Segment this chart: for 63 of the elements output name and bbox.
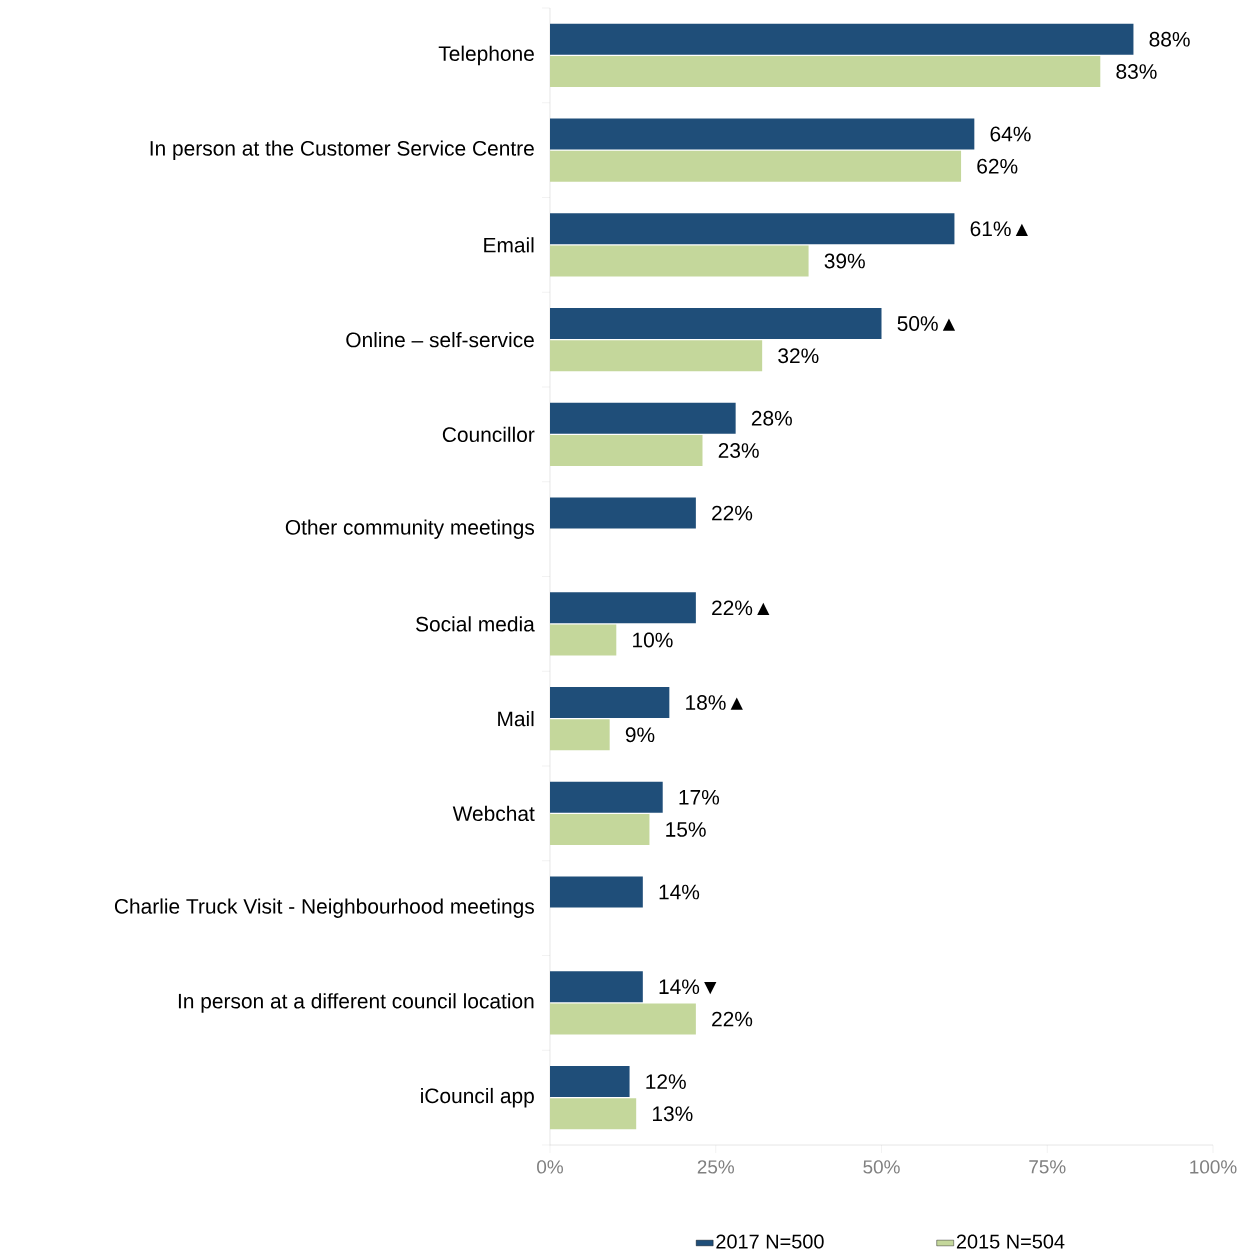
data-label: 9% — [625, 727, 655, 743]
data-label: 88% — [1149, 31, 1190, 47]
bar — [550, 1098, 637, 1130]
data-label: 23% — [718, 443, 759, 458]
bar — [550, 213, 955, 245]
data-label: 14%▼ — [659, 979, 717, 995]
x-tick-label: 50% — [863, 1160, 900, 1174]
bar — [550, 813, 650, 845]
data-label: 14% — [659, 884, 700, 900]
data-label: 62% — [977, 158, 1018, 174]
bar — [550, 971, 643, 1003]
y-tick-label: iCouncil app — [421, 1087, 534, 1108]
y-tick-label: Mail — [498, 710, 534, 727]
bar — [550, 340, 763, 372]
data-label: 64% — [990, 126, 1031, 142]
bar — [550, 402, 736, 434]
x-tick-label: 25% — [697, 1160, 735, 1174]
bar — [550, 308, 882, 340]
data-label: 12% — [646, 1074, 686, 1089]
y-tick-label: Social media — [416, 616, 535, 632]
bar — [550, 245, 809, 277]
data-label: 13% — [652, 1106, 693, 1122]
x-tick-label: 75% — [1029, 1160, 1066, 1174]
data-label: 61%▲ — [970, 221, 1028, 237]
legend-label: 2015 N=504 — [956, 1234, 1065, 1249]
data-label: 10% — [633, 632, 673, 648]
y-tick-label: Online – self-service — [346, 331, 534, 348]
data-label: 39% — [824, 253, 865, 269]
bar — [550, 150, 962, 182]
bar — [550, 23, 1134, 55]
data-label: 17% — [679, 789, 720, 805]
data-label: 22%▲ — [712, 600, 770, 616]
bar — [550, 497, 696, 529]
y-tick-label: Webchat — [452, 805, 535, 822]
bar — [550, 687, 670, 719]
y-tick-label: Email — [484, 237, 534, 253]
data-label: 83% — [1116, 64, 1157, 79]
bar — [550, 592, 696, 624]
bar — [550, 55, 1101, 87]
y-tick-label: Charlie Truck Visit - Neighbourhood meetings — [114, 898, 534, 918]
legend-label: 2017 N=500 — [716, 1234, 824, 1249]
data-label: 18%▲ — [686, 695, 743, 710]
bar — [550, 1003, 696, 1035]
bar — [550, 1066, 630, 1098]
y-tick-label: Councillor — [442, 426, 535, 443]
y-tick-label: In person at the Customer Service Centre — [150, 140, 534, 160]
bar — [550, 719, 610, 751]
data-label: 32% — [778, 348, 819, 364]
x-tick-label: 100% — [1190, 1160, 1237, 1174]
data-label: 50%▲ — [897, 316, 956, 331]
y-tick-label: Other community meetings — [285, 519, 535, 539]
data-label: 28% — [751, 410, 792, 426]
data-label: 15% — [666, 822, 706, 837]
data-label: 22% — [712, 505, 753, 521]
y-tick-label: Telephone — [438, 45, 534, 66]
data-label: 22% — [712, 1011, 753, 1027]
x-tick-label: 0% — [537, 1160, 563, 1174]
y-tick-label: In person at a different council location — [178, 993, 534, 1013]
bar — [550, 118, 975, 150]
bar — [550, 434, 703, 466]
bar — [550, 624, 617, 656]
bar — [550, 876, 643, 908]
bar — [550, 781, 663, 813]
